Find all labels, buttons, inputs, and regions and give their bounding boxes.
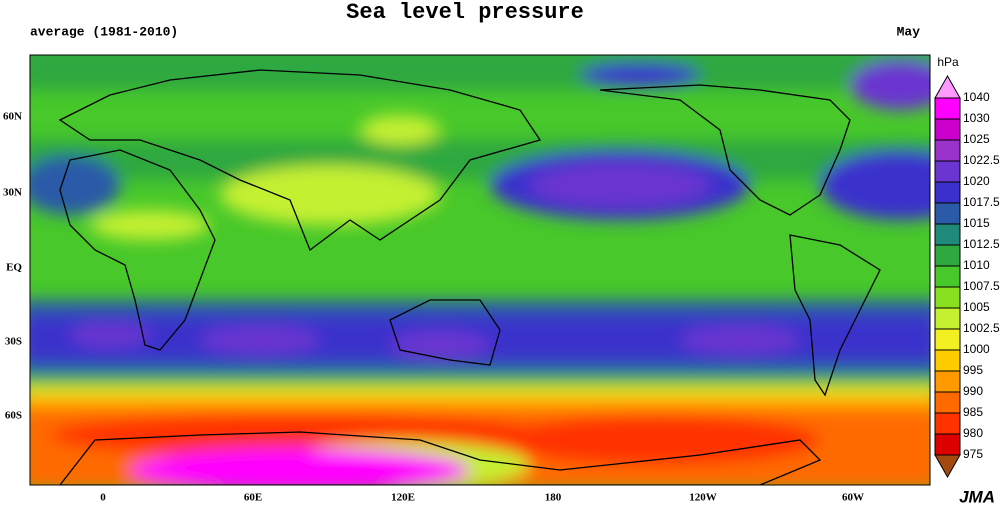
colorbar-box [934, 202, 961, 225]
colorbar-box [934, 370, 961, 393]
colorbar-box [934, 412, 961, 435]
colorbar-label: 990 [963, 384, 983, 398]
colorbar-label: 1007.5 [963, 279, 1000, 293]
colorbar-label: 1022.5 [963, 153, 1000, 167]
lat-label: 60N [3, 111, 22, 123]
colorbar-box [934, 160, 961, 183]
month: May [897, 24, 921, 39]
pressure-field [30, 55, 930, 485]
lat-label: EQ [6, 262, 22, 274]
colorbar-box [934, 328, 961, 351]
colorbar-label: 1000 [963, 342, 990, 356]
lon-label: 180 [545, 492, 562, 504]
colorbar-label: 1017.5 [963, 195, 1000, 209]
lon-label: 0 [100, 492, 106, 504]
title: Sea level pressure [346, 0, 584, 25]
lat-label: 60S [5, 410, 22, 422]
colorbar-box [934, 265, 961, 288]
credit: JMA [959, 487, 995, 506]
lat-labels: 60N 30N EQ 30S 60S [3, 111, 22, 422]
colorbar-box [934, 97, 961, 120]
colorbar-box [934, 349, 961, 372]
subtitle: average (1981-2010) [30, 24, 178, 39]
lat-label: 30S [5, 336, 22, 348]
colorbar-arrow [934, 454, 961, 479]
colorbar-label: 1002.5 [963, 321, 1000, 335]
colorbar-box [934, 307, 961, 330]
colorbar-label: 995 [963, 363, 983, 377]
colorbar-label: 1010 [963, 258, 990, 272]
colorbar-label: 1020 [963, 174, 990, 188]
colorbar-box [934, 181, 961, 204]
colorbar-arrow [934, 74, 961, 99]
lat-label: 30N [3, 187, 22, 199]
colorbar-label: 1015 [963, 216, 990, 230]
colorbar-box [934, 118, 961, 141]
colorbar-label: 975 [963, 447, 983, 461]
lon-label: 120E [391, 492, 415, 504]
lon-label: 60W [842, 492, 864, 504]
unit: hPa [937, 55, 959, 69]
lon-label: 120W [689, 492, 717, 504]
colorbar-label: 985 [963, 405, 983, 419]
map-frame [29, 54, 931, 486]
colorbar-box [934, 139, 961, 162]
colorbar-box [934, 286, 961, 309]
lon-labels: 0 60E 120E 180 120W 60W [100, 492, 864, 504]
colorbar-label: 980 [963, 426, 983, 440]
colorbar: 1040 1030 1025 1022.5 1020 1017.5 1015 1012.5 10… [934, 74, 1000, 479]
colorbar-box [934, 433, 961, 456]
colorbar-label: 1025 [963, 132, 990, 146]
colorbar-box [934, 391, 961, 414]
colorbar-label: 1005 [963, 300, 990, 314]
colorbar-label: 1012.5 [963, 237, 1000, 251]
colorbar-label: 1040 [963, 90, 990, 104]
colorbar-box [934, 223, 961, 246]
colorbar-box [934, 244, 961, 267]
colorbar-label: 1030 [963, 111, 990, 125]
lon-label: 60E [244, 492, 262, 504]
